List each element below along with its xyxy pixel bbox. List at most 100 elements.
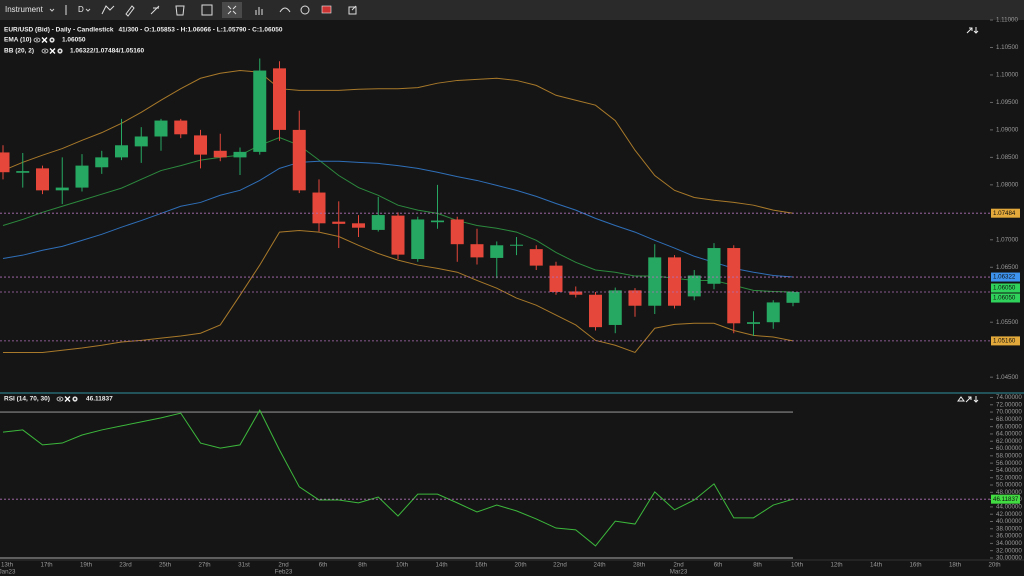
- x-tick-label: 8th: [358, 562, 367, 569]
- candle-body: [371, 215, 385, 230]
- candle-body: [589, 294, 602, 328]
- candle-body: [727, 248, 741, 324]
- y-tick-label: 60.00000: [996, 445, 1022, 452]
- candle-body: [0, 152, 10, 173]
- x-sublabel: Mar23: [670, 569, 688, 576]
- toolbar-icons[interactable]: [65, 2, 357, 18]
- rsi-badge: [991, 494, 1020, 504]
- rsi-name: RSI (14, 70, 30): [4, 396, 50, 403]
- rsi-badge-text: 46.11837: [993, 496, 1019, 503]
- candle-body: [470, 244, 484, 258]
- candle-body: [233, 151, 247, 158]
- x-tick-label: 20th: [514, 562, 527, 569]
- x-tick-label: 8th: [753, 562, 762, 569]
- pane-controls[interactable]: [957, 27, 979, 403]
- x-tick-label: 17th: [40, 562, 53, 569]
- candle-body: [75, 165, 89, 188]
- x-tick-label: 14th: [870, 562, 883, 569]
- candle-body: [766, 302, 780, 323]
- y-tick-label: 62.00000: [996, 438, 1022, 445]
- y-tick-label: 1.07000: [996, 236, 1019, 243]
- y-tick-label: 44.00000: [996, 504, 1022, 511]
- x-sublabel: Jan23: [0, 569, 16, 576]
- instrument-menu[interactable]: Instrument: [5, 5, 44, 14]
- dropdown-caret: [85, 8, 91, 12]
- y-tick-label: 32.00000: [996, 547, 1022, 554]
- candle-body: [431, 220, 444, 223]
- candle-body: [115, 145, 128, 158]
- y-tick-label: 38.00000: [996, 525, 1022, 532]
- x-tick-label: 16th: [475, 562, 488, 569]
- candle-body: [687, 275, 701, 297]
- indicator-value: 1.06050: [62, 37, 86, 44]
- candle-body: [134, 136, 148, 147]
- y-tick-label: 1.08500: [996, 154, 1019, 161]
- y-tick-label: 66.00000: [996, 423, 1022, 430]
- y-tick-label: 74.00000: [996, 394, 1022, 401]
- y-tick-label: 1.06500: [996, 264, 1019, 271]
- x-tick-label: 2nd: [673, 562, 684, 569]
- price-badge-text: 1.06050: [993, 285, 1016, 292]
- y-tick-label: 1.10500: [996, 44, 1019, 51]
- price-badge: [991, 293, 1020, 303]
- indicator-controls[interactable]: [41, 47, 64, 55]
- x-tick-label: 27th: [198, 562, 211, 569]
- x-tick-label: 10th: [791, 562, 804, 569]
- candle-body: [450, 219, 464, 245]
- price-badge: [991, 336, 1020, 346]
- y-tick-label: 50.00000: [996, 482, 1022, 489]
- candle-body: [608, 290, 622, 325]
- price-badge-text: 1.05160: [993, 338, 1016, 345]
- y-tick-label: 64.00000: [996, 431, 1022, 438]
- indicator-line: [3, 229, 794, 354]
- y-tick-label: 42.00000: [996, 511, 1022, 518]
- candle-body: [549, 265, 563, 292]
- y-tick-label: 1.09500: [996, 99, 1019, 106]
- candle-body: [411, 219, 425, 260]
- candle-body: [391, 215, 405, 255]
- candle-body: [174, 120, 188, 135]
- indicator-line: [2, 70, 794, 214]
- price-badge: [991, 272, 1020, 282]
- y-tick-label: 1.05500: [996, 319, 1019, 326]
- toolbar: [0, 0, 1024, 20]
- chart-header: EUR/USD (Bid) - Daily - Candlestick: [4, 27, 114, 34]
- candle-body: [352, 223, 365, 228]
- x-tick-label: 22nd: [553, 562, 567, 569]
- price-badge-text: 1.06322: [993, 274, 1016, 281]
- x-tick-label: 31st: [238, 562, 250, 569]
- candle-body: [55, 187, 69, 191]
- y-tick-label: 68.00000: [996, 416, 1022, 423]
- rsi-line: [2, 409, 794, 547]
- candle-body: [36, 168, 49, 191]
- price-badge: [991, 208, 1020, 218]
- interval-menu[interactable]: D: [78, 5, 84, 14]
- x-tick-label: 28th: [633, 562, 646, 569]
- candle-body: [154, 120, 168, 137]
- y-tick-label: 36.00000: [996, 533, 1022, 540]
- candle-body: [510, 244, 523, 246]
- indicator-controls[interactable]: [33, 36, 56, 44]
- candle-body: [569, 291, 583, 295]
- y-tick-label: 56.00000: [996, 460, 1022, 467]
- x-tick-label: 2nd: [278, 562, 289, 569]
- candle-body: [253, 70, 267, 152]
- candle-body: [529, 249, 543, 266]
- x-tick-label: 13th: [1, 562, 14, 569]
- y-tick-label: 70.00000: [996, 409, 1022, 416]
- indicator-controls[interactable]: [56, 395, 79, 403]
- y-tick-label: 1.10000: [996, 72, 1019, 79]
- candle-body: [628, 290, 642, 306]
- candle-body: [213, 150, 227, 158]
- candle-body: [312, 192, 326, 224]
- y-tick-label: 48.00000: [996, 489, 1022, 496]
- price-badge-text: 1.06050: [993, 295, 1016, 302]
- x-sublabel: Feb23: [275, 569, 293, 576]
- candle-body: [707, 248, 721, 284]
- price-badge: [991, 283, 1020, 293]
- x-tick-label: 18th: [949, 562, 962, 569]
- x-tick-label: 10th: [396, 562, 409, 569]
- candle-body: [95, 157, 109, 168]
- candle-body: [332, 221, 346, 224]
